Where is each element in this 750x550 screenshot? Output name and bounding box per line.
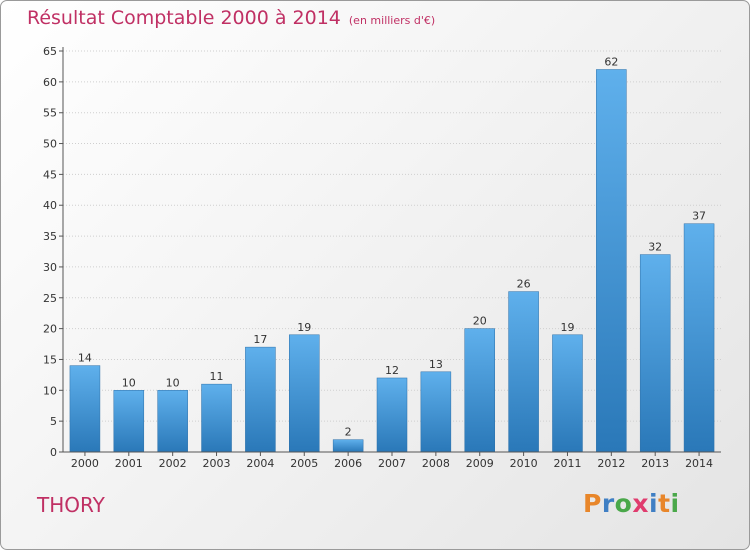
y-tick-label: 0 — [50, 446, 57, 459]
bar-2000 — [69, 365, 101, 453]
proxiti-logo: Proxiti — [583, 489, 680, 518]
data-label-2009: 20 — [473, 315, 487, 328]
logo-letter: o — [614, 489, 633, 518]
place-name: THORY — [37, 493, 105, 517]
bar-2009 — [464, 328, 495, 453]
y-tick-label: 55 — [43, 107, 57, 120]
x-tick-label-2012: 2012 — [597, 457, 625, 470]
data-label-2002: 10 — [166, 376, 180, 389]
y-tick-label: 65 — [43, 45, 57, 58]
x-tick-label-2011: 2011 — [553, 457, 581, 470]
data-label-2006: 2 — [345, 426, 352, 439]
x-tick-label-2010: 2010 — [510, 457, 538, 470]
y-tick-label: 25 — [43, 292, 57, 305]
x-tick-label-2002: 2002 — [159, 457, 187, 470]
data-label-2001: 10 — [122, 376, 136, 389]
x-tick-label-2006: 2006 — [334, 457, 362, 470]
bar-2002 — [157, 390, 188, 453]
x-tick-label-2007: 2007 — [378, 457, 406, 470]
bar-2008 — [420, 371, 452, 453]
y-tick-label: 50 — [43, 138, 57, 151]
chart-subtitle: (en milliers d'€) — [348, 14, 436, 27]
bar-2006 — [332, 439, 364, 453]
data-label-2010: 26 — [517, 278, 531, 291]
bar-2010 — [508, 291, 539, 453]
y-tick-label: 15 — [43, 353, 57, 366]
x-tick-label-2001: 2001 — [115, 457, 143, 470]
chart-title-text: Résultat Comptable 2000 à 2014 — [27, 7, 341, 29]
bar-2007 — [376, 377, 408, 453]
logo-letter: i — [649, 489, 659, 518]
y-tick-label: 5 — [50, 415, 57, 428]
bar-2004 — [245, 346, 276, 453]
logo-letter: x — [632, 489, 649, 518]
y-tick-label: 40 — [43, 199, 57, 212]
data-label-2005: 19 — [297, 321, 311, 334]
y-tick-label: 35 — [43, 230, 57, 243]
data-label-2014: 37 — [692, 210, 706, 223]
y-tick-label: 30 — [43, 261, 57, 274]
x-tick-label-2009: 2009 — [466, 457, 494, 470]
logo-letter: t — [658, 489, 671, 518]
x-axis-ticks: 2000 2001 2002 2003 2004 2005 2006 2007 2008 2009… — [71, 452, 713, 470]
data-label-2013: 32 — [648, 241, 662, 254]
y-tick-label: 10 — [43, 384, 57, 397]
bar-2014 — [683, 223, 715, 453]
axes — [62, 47, 721, 453]
bar-2003 — [201, 383, 232, 453]
x-tick-label-2005: 2005 — [290, 457, 318, 470]
bar-2005 — [289, 334, 320, 453]
x-tick-label-2014: 2014 — [685, 457, 713, 470]
logo-letter: i — [670, 489, 680, 518]
data-label-2008: 13 — [429, 358, 443, 371]
bar-2013 — [639, 254, 671, 453]
data-label-2012: 62 — [604, 56, 618, 69]
x-tick-label-2004: 2004 — [246, 457, 274, 470]
y-tick-label: 60 — [43, 76, 57, 89]
data-label-2003: 11 — [210, 370, 224, 383]
chart-title: Résultat Comptable 2000 à 2014 (en millie… — [27, 7, 435, 29]
data-label-2000: 14 — [78, 352, 92, 365]
bar-2011 — [552, 334, 583, 453]
bar-2001 — [113, 390, 145, 453]
data-label-2004: 17 — [253, 333, 267, 346]
data-label-2011: 19 — [560, 321, 574, 334]
logo-letter: P — [583, 489, 602, 518]
x-tick-label-2013: 2013 — [641, 457, 669, 470]
x-tick-label-2008: 2008 — [422, 457, 450, 470]
y-tick-label: 20 — [43, 323, 57, 336]
data-label-2007: 12 — [385, 364, 399, 377]
y-tick-label: 45 — [43, 168, 57, 181]
bar-2012 — [596, 69, 627, 453]
y-axis-ticks: 0 5 10 15 20 25 30 35 40 45 50 55 60 65 — [43, 45, 63, 459]
x-tick-label-2003: 2003 — [203, 457, 231, 470]
data-labels: 14 10 10 11 17 19 2 12 13 20 26 19 62 32 37 — [78, 56, 706, 439]
x-tick-label-2000: 2000 — [71, 457, 99, 470]
logo-letter: r — [601, 489, 615, 518]
bars — [69, 69, 715, 453]
